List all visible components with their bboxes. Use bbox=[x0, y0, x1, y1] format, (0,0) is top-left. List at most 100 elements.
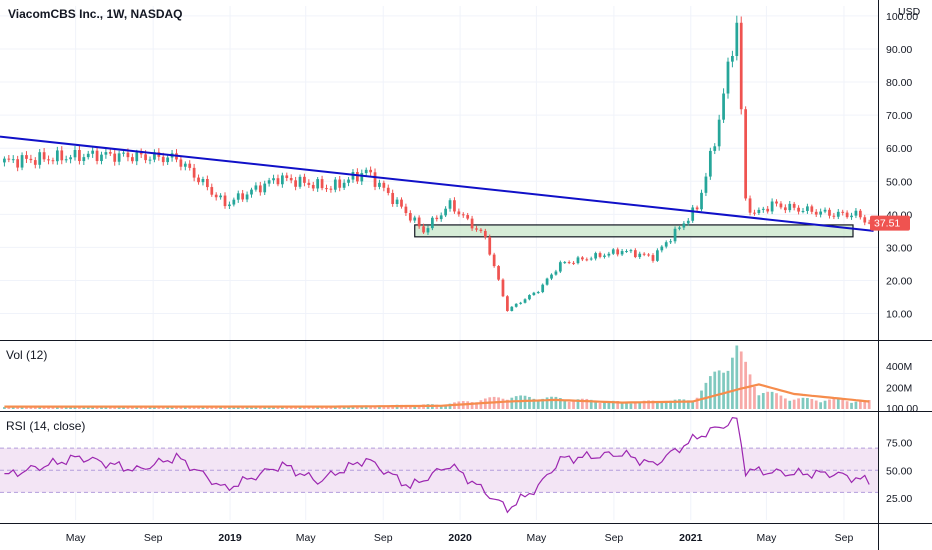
candle bbox=[735, 15, 739, 61]
volume-bar bbox=[792, 399, 796, 409]
volume-bar bbox=[373, 405, 377, 409]
candle bbox=[651, 253, 655, 263]
volume-bar bbox=[3, 406, 6, 409]
candle bbox=[42, 148, 46, 162]
volume-bar bbox=[130, 406, 134, 409]
candle bbox=[228, 201, 231, 210]
candle bbox=[616, 247, 620, 257]
volume-bar bbox=[753, 386, 756, 409]
volume-bar bbox=[651, 400, 655, 409]
volume-bar bbox=[64, 406, 68, 409]
volume-bar bbox=[598, 402, 602, 409]
candle bbox=[391, 189, 395, 207]
volume-bar bbox=[197, 406, 200, 409]
candle bbox=[267, 177, 271, 187]
candle bbox=[201, 176, 205, 186]
candle bbox=[223, 192, 227, 209]
candle bbox=[422, 223, 425, 234]
candle bbox=[867, 219, 871, 225]
candle bbox=[576, 255, 580, 265]
volume-bar bbox=[550, 396, 553, 409]
volume-bar bbox=[841, 399, 845, 409]
rsi-tick-label: 50.00 bbox=[886, 465, 912, 477]
candle bbox=[100, 151, 103, 165]
volume-bar bbox=[867, 400, 871, 409]
volume-bar bbox=[656, 401, 659, 409]
candle bbox=[492, 252, 496, 268]
volume-bar bbox=[744, 361, 748, 409]
volume-bar bbox=[479, 400, 483, 409]
candle bbox=[629, 248, 633, 254]
volume-bar bbox=[378, 406, 381, 409]
candle bbox=[488, 234, 492, 256]
candle bbox=[470, 215, 474, 231]
candle bbox=[444, 206, 447, 218]
volume-bar bbox=[810, 399, 814, 409]
volume-bar bbox=[316, 407, 320, 409]
candle bbox=[166, 154, 170, 165]
volume-bar bbox=[585, 398, 589, 409]
volume-tick-label: 100.00 bbox=[886, 403, 918, 415]
candle bbox=[113, 149, 117, 166]
candle bbox=[55, 146, 59, 165]
candle bbox=[272, 174, 275, 184]
volume-bar bbox=[519, 395, 522, 409]
candle bbox=[642, 252, 646, 257]
candle bbox=[461, 212, 465, 218]
volume-bar bbox=[558, 398, 562, 409]
candle bbox=[581, 256, 584, 262]
volume-bar bbox=[528, 396, 531, 409]
volume-bar bbox=[814, 400, 818, 409]
volume-bar bbox=[258, 406, 262, 409]
candle bbox=[572, 261, 575, 265]
candle bbox=[832, 212, 836, 220]
candle bbox=[656, 248, 659, 262]
candle bbox=[219, 193, 222, 200]
support-zone bbox=[414, 224, 854, 238]
main-chart-title: ViacomCBS Inc., 1W, NASDAQ bbox=[8, 7, 183, 21]
volume-bar bbox=[404, 405, 408, 409]
rsi-tick-label: 75.00 bbox=[886, 438, 912, 450]
candle bbox=[501, 278, 505, 298]
volume-bar bbox=[589, 399, 593, 409]
volume-bar bbox=[770, 391, 774, 409]
time-tick-label: 2021 bbox=[679, 532, 703, 544]
volume-bar bbox=[642, 400, 646, 409]
volume-bar bbox=[704, 382, 708, 409]
candle bbox=[779, 201, 783, 210]
candle bbox=[20, 152, 24, 171]
candle bbox=[770, 198, 774, 215]
svg-text:37.51: 37.51 bbox=[874, 218, 900, 230]
candle bbox=[532, 291, 536, 296]
volume-bar bbox=[854, 401, 858, 409]
volume-bar bbox=[439, 405, 443, 409]
candle bbox=[73, 146, 77, 161]
candle bbox=[625, 249, 628, 253]
volume-bar bbox=[761, 392, 765, 409]
candle bbox=[29, 154, 33, 164]
volume-bar bbox=[594, 401, 597, 409]
rsi-tick-label: 25.00 bbox=[886, 493, 912, 505]
candle bbox=[210, 183, 214, 197]
candle bbox=[731, 50, 734, 68]
candle bbox=[828, 207, 831, 219]
candle bbox=[417, 215, 421, 229]
candle bbox=[197, 174, 200, 185]
candle bbox=[841, 209, 845, 216]
candle bbox=[431, 216, 434, 231]
volume-bar bbox=[845, 401, 849, 409]
volume-bar bbox=[219, 406, 222, 409]
volume-bar bbox=[320, 406, 324, 409]
volume-bar bbox=[836, 399, 840, 409]
volume-bar bbox=[858, 400, 862, 409]
volume-bar bbox=[686, 400, 690, 409]
candle bbox=[585, 257, 589, 262]
candle bbox=[192, 163, 196, 182]
candle bbox=[78, 145, 81, 165]
candle bbox=[153, 149, 156, 163]
candle bbox=[854, 208, 858, 219]
candle bbox=[69, 154, 72, 164]
candle bbox=[479, 228, 483, 233]
currency-label: USD bbox=[898, 6, 921, 18]
